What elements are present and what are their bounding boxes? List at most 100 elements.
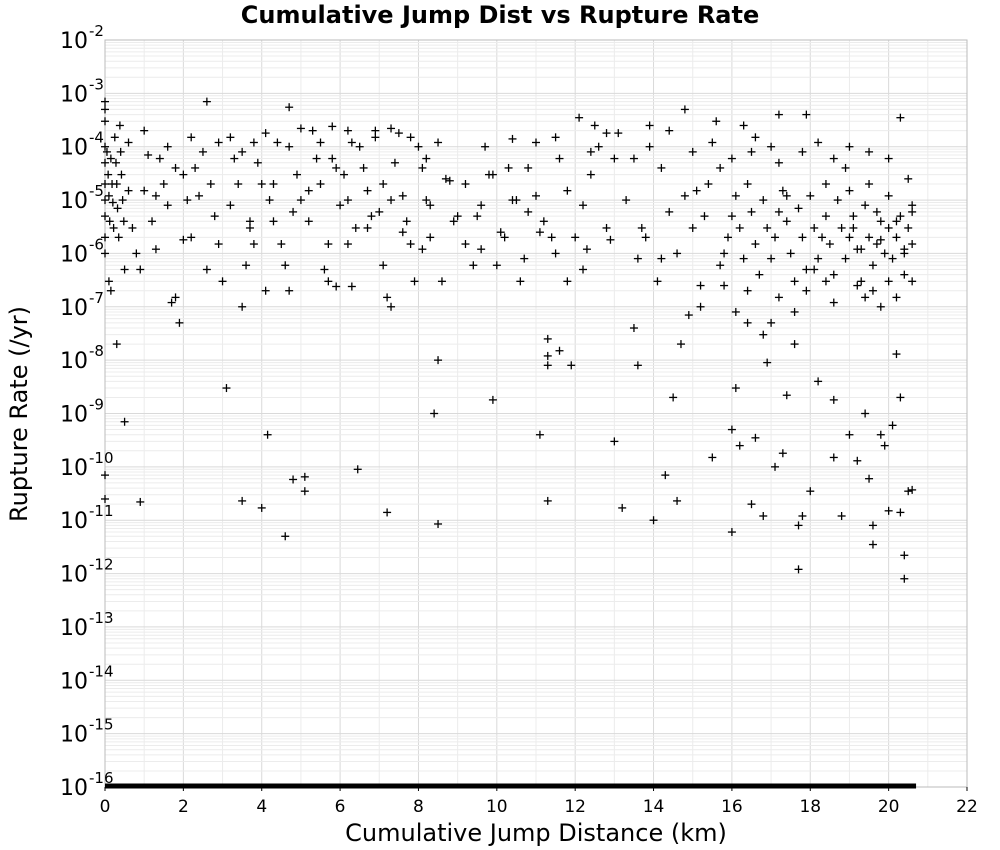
plus-marker bbox=[304, 217, 313, 226]
y-tick-label: 10 bbox=[60, 509, 88, 534]
plus-marker bbox=[790, 307, 799, 316]
plus-marker bbox=[669, 393, 678, 402]
plus-marker bbox=[861, 293, 870, 302]
plus-marker bbox=[771, 462, 780, 471]
plus-marker bbox=[892, 293, 901, 302]
plus-marker bbox=[774, 158, 783, 167]
plus-marker bbox=[904, 223, 913, 232]
plus-marker bbox=[767, 142, 776, 151]
plus-marker bbox=[739, 254, 748, 263]
plus-marker bbox=[802, 286, 811, 295]
plus-marker bbox=[289, 475, 298, 484]
plus-marker bbox=[755, 270, 764, 279]
plus-marker bbox=[136, 265, 145, 274]
plus-marker bbox=[700, 212, 709, 221]
plus-marker bbox=[316, 138, 325, 147]
plus-marker bbox=[731, 384, 740, 393]
plus-marker bbox=[289, 207, 298, 216]
plus-marker bbox=[743, 286, 752, 295]
plus-marker bbox=[524, 207, 533, 216]
plus-marker bbox=[324, 277, 333, 286]
plus-marker bbox=[226, 133, 235, 142]
plus-marker bbox=[481, 142, 490, 151]
plus-marker bbox=[868, 261, 877, 270]
plus-marker bbox=[101, 117, 109, 126]
plus-marker bbox=[500, 233, 509, 242]
x-axis-label: Cumulative Jump Distance (km) bbox=[345, 819, 727, 847]
plus-marker bbox=[328, 122, 337, 131]
plus-marker bbox=[551, 133, 560, 142]
plus-marker bbox=[387, 124, 396, 133]
plus-marker bbox=[759, 511, 768, 520]
plus-marker bbox=[602, 223, 611, 232]
plus-marker bbox=[387, 196, 396, 205]
plus-marker bbox=[759, 196, 768, 205]
plus-marker bbox=[676, 340, 685, 349]
plus-marker bbox=[336, 201, 345, 210]
plus-marker bbox=[543, 496, 552, 505]
plus-marker bbox=[390, 158, 399, 167]
plus-marker bbox=[238, 147, 247, 156]
plus-marker bbox=[853, 281, 862, 290]
plus-marker bbox=[296, 196, 305, 205]
plus-marker bbox=[101, 105, 109, 114]
plus-marker bbox=[112, 180, 121, 189]
plus-marker bbox=[101, 158, 109, 167]
y-tick-label: 10 bbox=[60, 669, 88, 694]
plus-marker bbox=[794, 521, 803, 530]
plus-marker bbox=[720, 281, 729, 290]
plus-marker bbox=[673, 249, 682, 258]
plus-marker bbox=[265, 196, 274, 205]
plus-marker bbox=[782, 391, 791, 400]
plus-marker bbox=[908, 485, 917, 494]
plus-marker bbox=[437, 277, 446, 286]
plus-marker bbox=[645, 121, 654, 130]
plus-marker bbox=[782, 191, 791, 200]
plus-marker bbox=[790, 277, 799, 286]
plus-marker bbox=[865, 180, 874, 189]
plus-marker bbox=[101, 471, 109, 480]
plus-marker bbox=[114, 233, 123, 242]
plus-marker bbox=[187, 233, 196, 242]
plus-marker bbox=[198, 147, 207, 156]
plus-marker bbox=[716, 261, 725, 270]
y-tick-exponent: -6 bbox=[89, 235, 104, 253]
plus-marker bbox=[861, 201, 870, 210]
plus-marker bbox=[900, 270, 909, 279]
plus-marker bbox=[657, 163, 666, 172]
y-tick-label: 10 bbox=[60, 29, 88, 54]
plus-marker bbox=[496, 228, 505, 237]
data-points bbox=[101, 97, 917, 583]
plus-marker bbox=[351, 223, 360, 232]
plus-marker bbox=[355, 142, 364, 151]
y-tick-label: 10 bbox=[60, 616, 88, 641]
plus-marker bbox=[140, 126, 149, 135]
plus-marker bbox=[101, 249, 109, 258]
plus-marker bbox=[747, 500, 756, 509]
plus-marker bbox=[610, 437, 619, 446]
y-tick-exponent: -14 bbox=[89, 662, 114, 680]
plus-marker bbox=[410, 277, 419, 286]
y-axis-ticks: 10-210-310-410-510-610-710-810-910 -1010-… bbox=[60, 22, 114, 801]
plus-marker bbox=[222, 384, 231, 393]
y-tick-label: 10 bbox=[60, 403, 88, 428]
plus-marker bbox=[751, 433, 760, 442]
plus-marker bbox=[708, 138, 717, 147]
plus-marker bbox=[261, 286, 270, 295]
plus-marker bbox=[743, 318, 752, 327]
plus-marker bbox=[739, 121, 748, 130]
plus-marker bbox=[735, 223, 744, 232]
y-tick-exponent: -9 bbox=[89, 396, 104, 414]
y-tick-exponent: -13 bbox=[89, 609, 114, 627]
plus-marker bbox=[249, 240, 258, 249]
plus-marker bbox=[645, 142, 654, 151]
plus-marker bbox=[371, 133, 380, 142]
plus-marker bbox=[300, 472, 309, 481]
plus-marker bbox=[610, 154, 619, 163]
plus-marker bbox=[375, 207, 384, 216]
plus-marker bbox=[786, 249, 795, 258]
plus-marker bbox=[281, 261, 290, 270]
plus-marker bbox=[865, 147, 874, 156]
x-tick-label: 14 bbox=[643, 797, 665, 817]
plus-marker bbox=[716, 163, 725, 172]
